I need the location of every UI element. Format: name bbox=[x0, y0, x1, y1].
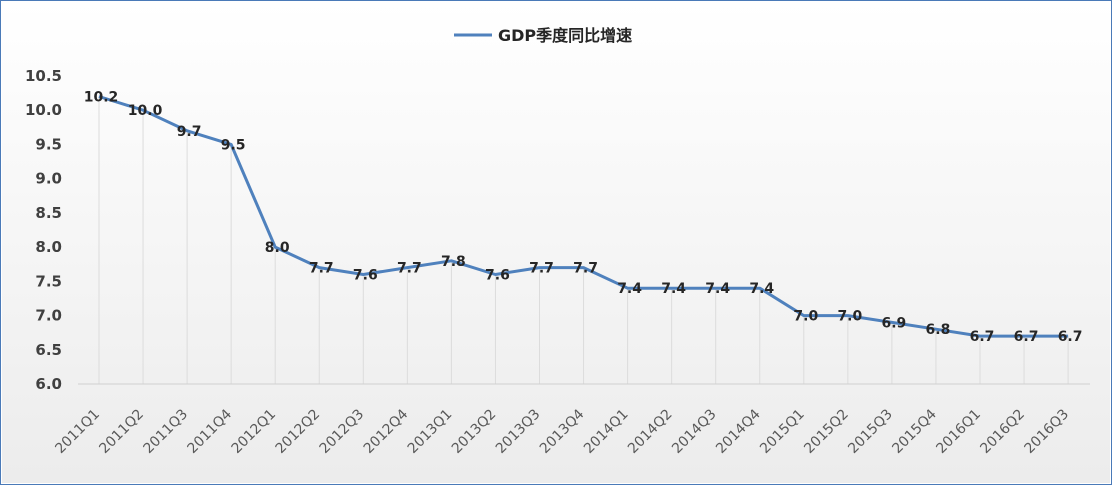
data-label: 6.9 bbox=[881, 315, 906, 331]
data-label: 7.0 bbox=[793, 309, 818, 325]
gridlines bbox=[98, 96, 1069, 384]
data-label: 7.7 bbox=[529, 261, 554, 277]
series-layer bbox=[98, 95, 1069, 338]
y-tick-label: 9.5 bbox=[35, 135, 62, 153]
data-label: 6.7 bbox=[970, 329, 995, 345]
data-label: 9.7 bbox=[177, 124, 202, 140]
y-tick-label: 7.0 bbox=[35, 307, 62, 325]
y-tick-label: 10.5 bbox=[25, 67, 62, 85]
data-label: 7.6 bbox=[353, 267, 378, 283]
data-label: 6.7 bbox=[1058, 329, 1083, 345]
data-label: 7.0 bbox=[837, 309, 862, 325]
legend: GDP季度同比增速 bbox=[454, 26, 632, 45]
y-tick-label: 10.0 bbox=[25, 101, 62, 119]
data-label: 7.4 bbox=[749, 281, 774, 297]
data-labels: 10.2 10.0 9.7 9.5 8.0 7.7 7.6 7.7 7.8 7.6 7.7 7.7 7.… bbox=[84, 90, 1083, 346]
data-label: 7.4 bbox=[617, 281, 642, 297]
data-label: 8.0 bbox=[265, 240, 290, 256]
legend-label: GDP季度同比增速 bbox=[498, 26, 632, 45]
y-tick-label: 6.0 bbox=[35, 375, 62, 393]
data-label: 10.2 bbox=[84, 90, 119, 106]
y-tick-label: 8.0 bbox=[35, 238, 62, 256]
data-label: 6.8 bbox=[926, 322, 951, 338]
data-label: 7.4 bbox=[661, 281, 686, 297]
data-label: 7.4 bbox=[705, 281, 730, 297]
y-tick-label: 8.5 bbox=[35, 204, 62, 222]
data-label: 7.7 bbox=[309, 261, 334, 277]
data-label: 7.7 bbox=[397, 261, 422, 277]
data-label: 6.7 bbox=[1014, 329, 1039, 345]
y-tick-label: 6.5 bbox=[35, 341, 62, 359]
series-line bbox=[98, 95, 1069, 338]
data-label: 10.0 bbox=[128, 103, 163, 119]
y-tick-label: 7.5 bbox=[35, 272, 62, 290]
data-label: 7.6 bbox=[485, 267, 510, 283]
data-label: 7.8 bbox=[441, 254, 466, 270]
data-label: 7.7 bbox=[573, 261, 598, 277]
y-tick-label: 9.0 bbox=[35, 170, 62, 188]
data-label: 9.5 bbox=[221, 137, 246, 153]
